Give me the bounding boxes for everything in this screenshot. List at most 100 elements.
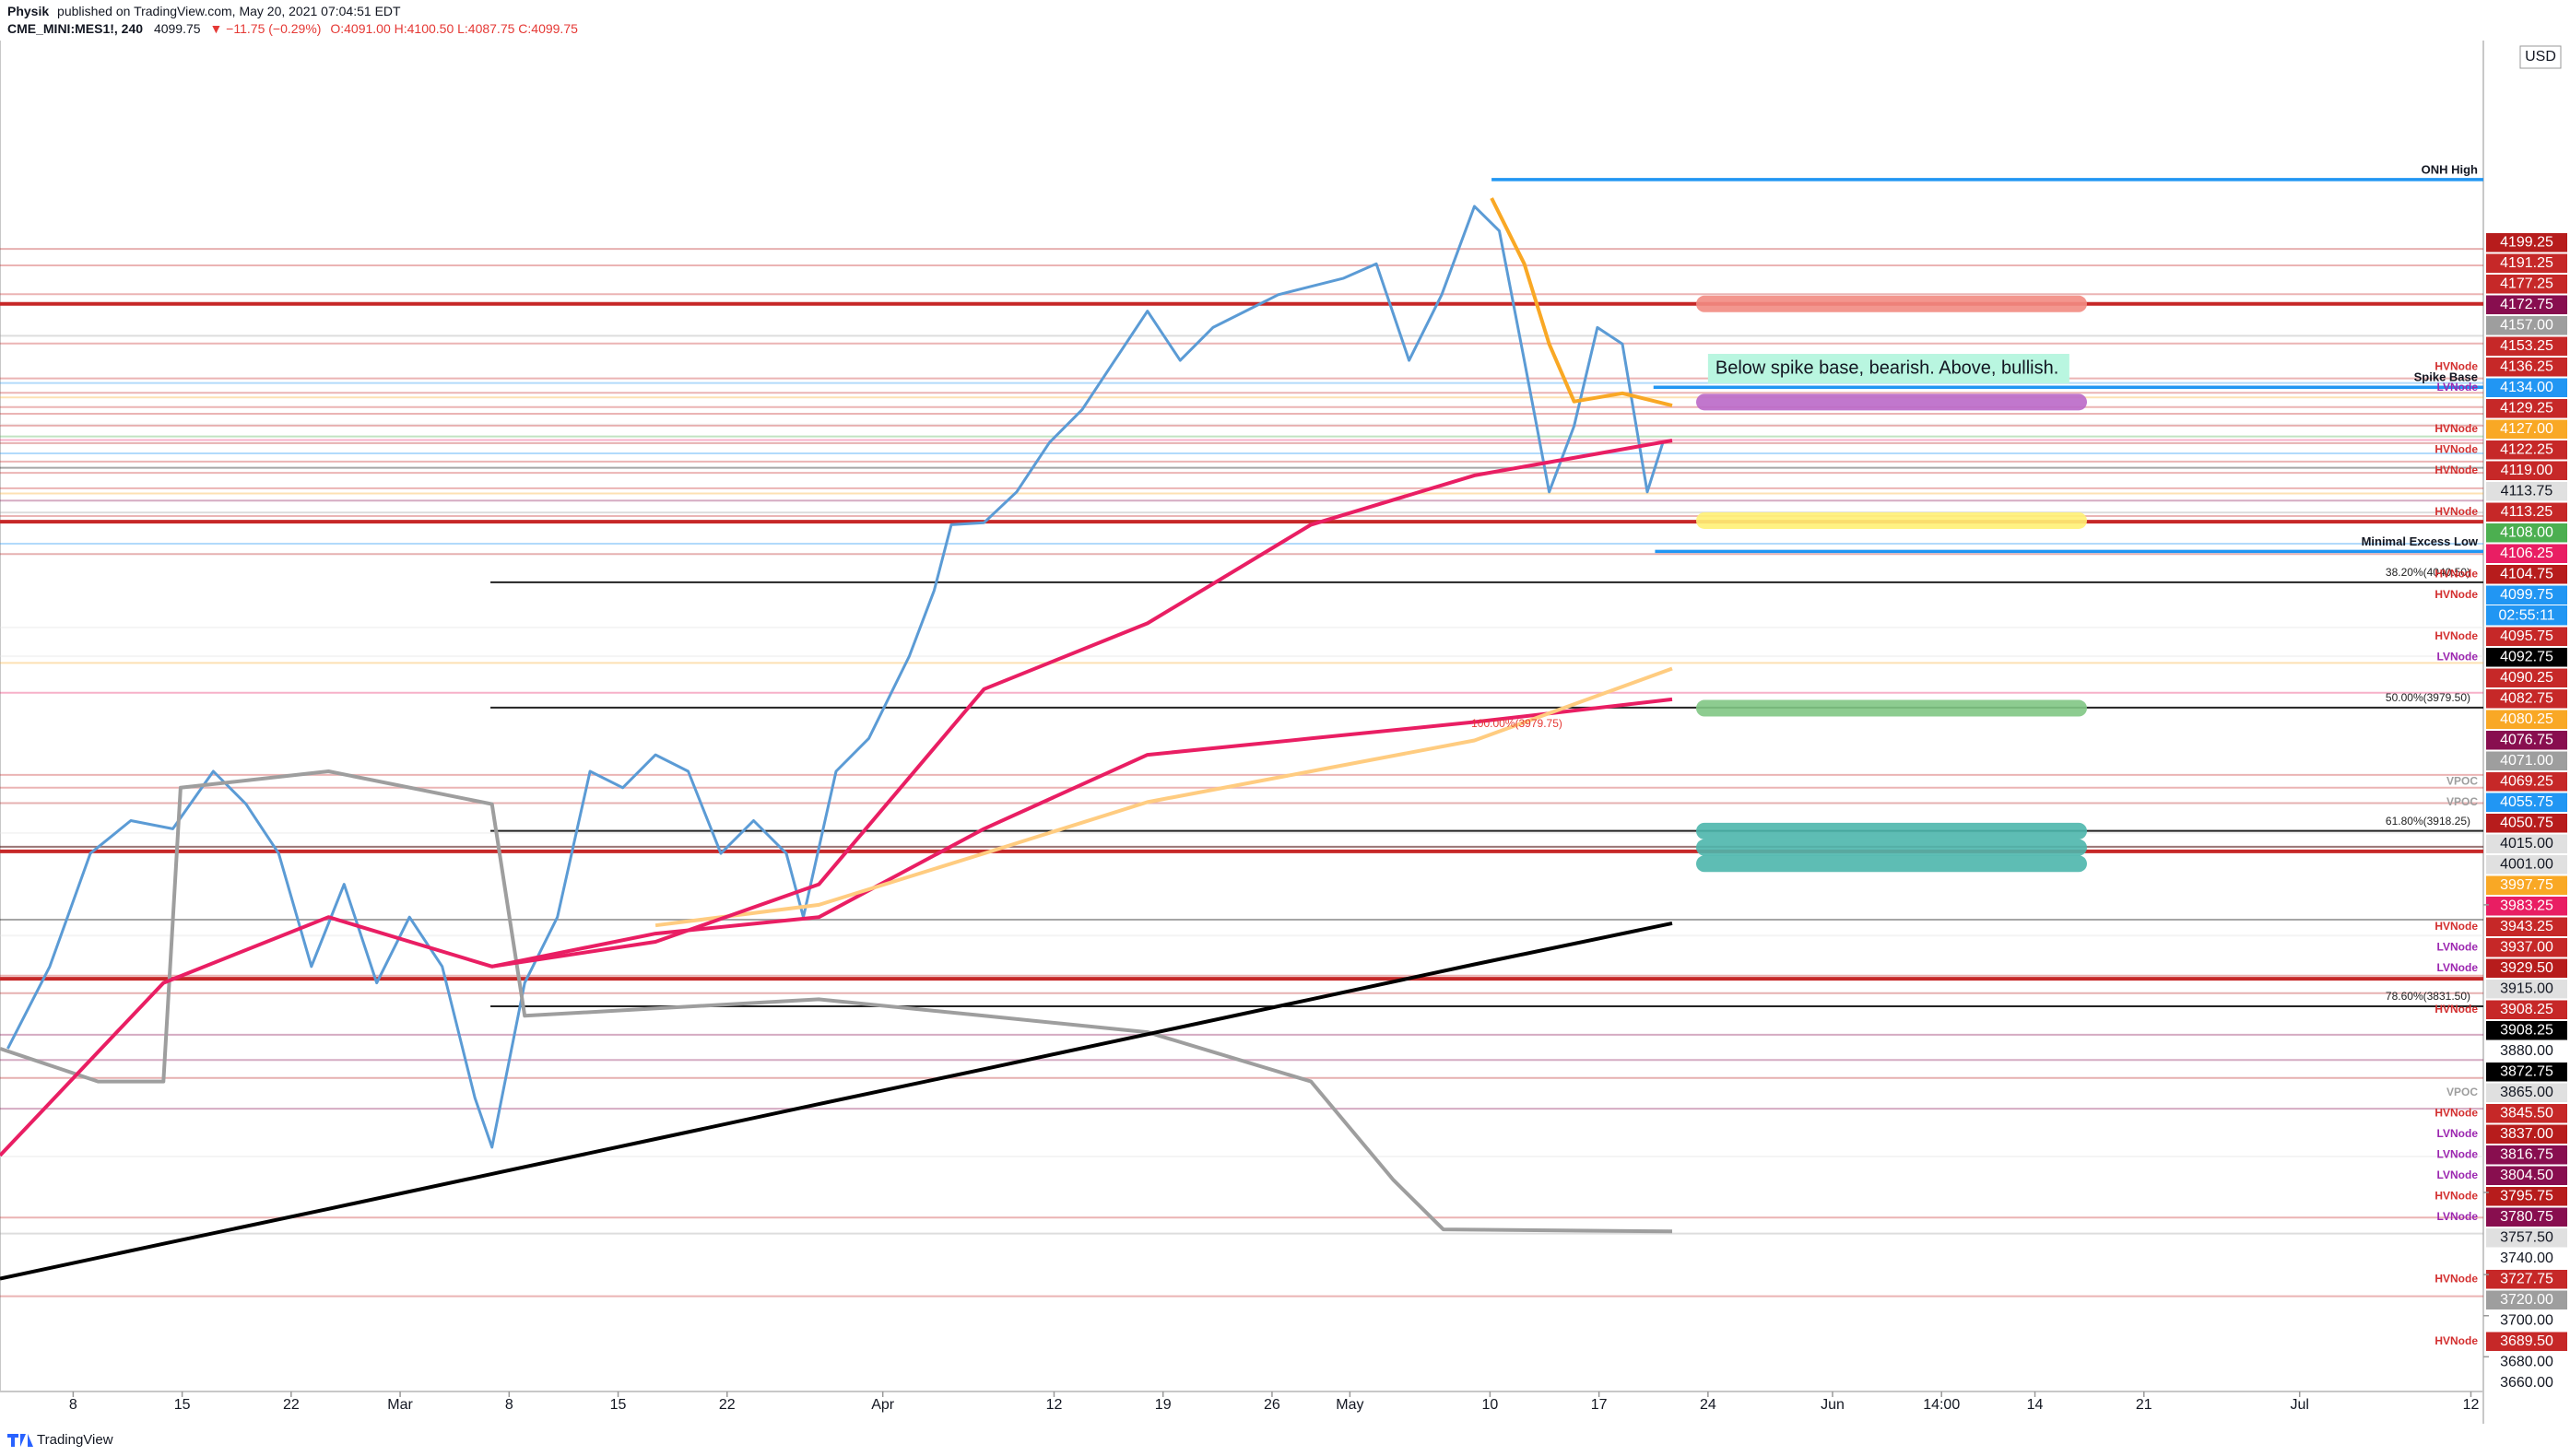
x-tick-label: 8: [505, 1397, 513, 1413]
price-tag: [2486, 482, 2567, 501]
price-tag: [2486, 1290, 2567, 1309]
node-label: LVNode: [2437, 1210, 2479, 1223]
header-line: Physik published on TradingView.com, May…: [7, 4, 401, 18]
price-tag-label: 4069.25: [2500, 773, 2553, 789]
y-tick-label: 3660.00: [2500, 1375, 2553, 1391]
price-tag-label: 3915.00: [2500, 980, 2553, 996]
price-tag: [2486, 378, 2567, 397]
y-tick-label: 3680.00: [2500, 1354, 2553, 1369]
symbol: CME_MINI:MES1!, 240: [7, 21, 143, 36]
price-tag: [2486, 1000, 2567, 1019]
node-label: HVNode: [2434, 1106, 2478, 1119]
node-label: HVNode: [2434, 588, 2478, 601]
price-tag: [2486, 875, 2567, 895]
currency-box: [2519, 45, 2562, 69]
price-tag: [2486, 1124, 2567, 1144]
price-tag-label: 4071.00: [2500, 753, 2553, 769]
price-tag: [2486, 358, 2567, 377]
price-tag: [2486, 502, 2567, 522]
x-tick-label: 8: [69, 1397, 77, 1413]
price-tag-label: 3689.50: [2500, 1333, 2553, 1349]
note-text: Below spike base, bearish. Above, bullis…: [1715, 358, 2058, 378]
change: ▼ −11.75 (−0.29%): [209, 21, 321, 36]
price-tag: [2486, 668, 2567, 687]
price-tag: [2486, 1332, 2567, 1351]
price-tag: [2486, 1063, 2567, 1082]
price-tag: [2486, 917, 2567, 936]
node-label: LVNode: [2437, 1127, 2479, 1140]
x-tick-label: 15: [174, 1397, 191, 1413]
zone: [1696, 511, 2087, 529]
price-tag-label: 4095.75: [2500, 628, 2553, 644]
price-tag: [2486, 253, 2567, 273]
x-tick-label: Jun: [1821, 1397, 1845, 1413]
price-tag: [2486, 523, 2567, 543]
zone: [1696, 855, 2087, 873]
zone: [1696, 393, 2087, 411]
price-tag: [2486, 440, 2567, 460]
node-label: LVNode: [2437, 650, 2479, 663]
price-tag-label: 3865.00: [2500, 1085, 2553, 1100]
price-tag: [2486, 233, 2567, 252]
node-label: HVNode: [2434, 1334, 2478, 1347]
node-label: HVNode: [2434, 920, 2478, 933]
price-tag: [2486, 1228, 2567, 1248]
price-tag-label: 3872.75: [2500, 1063, 2553, 1079]
x-tick-label: Mar: [387, 1397, 413, 1413]
price-tag-label: 4090.25: [2500, 670, 2553, 686]
x-tick-label: 22: [283, 1397, 300, 1413]
ray-label: ONH High: [2422, 162, 2478, 176]
series-line: [1490, 197, 1673, 408]
price-tag: [2486, 544, 2567, 563]
series-line: [6, 205, 1665, 1149]
ray-label: Spike Base: [2414, 370, 2478, 384]
fib-label: 61.80%(3918.25): [2386, 815, 2470, 828]
price-tag-label: 3908.25: [2500, 1002, 2553, 1017]
node-label: HVNode: [2434, 442, 2478, 455]
price-tag-label: 4113.25: [2501, 504, 2553, 520]
currency: USD: [2525, 49, 2556, 65]
node-label: LVNode: [2437, 961, 2479, 974]
zone: [1696, 295, 2087, 312]
node-label: LVNode: [2437, 1168, 2479, 1181]
price-tag: [2486, 897, 2567, 916]
node-label: LVNode: [2437, 940, 2479, 953]
y-tick-label: 3700.00: [2500, 1312, 2553, 1328]
node-label: HVNode: [2434, 567, 2478, 580]
countdown-label: 02:55:11: [2498, 607, 2554, 623]
node-label: HVNode: [2434, 1272, 2478, 1285]
price-tag-label: 4082.75: [2500, 690, 2553, 706]
node-label: HVNode: [2434, 359, 2478, 372]
ohlc: O:4091.00 H:4100.50 L:4087.75 C:4099.75: [330, 21, 578, 36]
price-tag: [2486, 1207, 2567, 1227]
ray-label: Minimal Excess Low: [2362, 534, 2479, 548]
price-tag: [2486, 1145, 2567, 1165]
node-label: VPOC: [2446, 795, 2478, 808]
price-tag: [2486, 295, 2567, 314]
publisher: Physik: [7, 4, 49, 18]
price-tag-label: 3937.00: [2500, 939, 2553, 955]
x-tick-label: 10: [1482, 1397, 1499, 1413]
price-tag-label: 4104.75: [2500, 566, 2553, 581]
price-tag-label: 4134.00: [2500, 380, 2553, 395]
node-label: LVNode: [2437, 381, 2479, 393]
price-tag: [2486, 980, 2567, 999]
price-tag: [2486, 316, 2567, 335]
price-tag-label: 4157.00: [2500, 317, 2553, 333]
x-tick-label: 12: [1046, 1397, 1063, 1413]
symbol-line: CME_MINI:MES1!, 240 4099.75 ▼ −11.75 (−0…: [7, 21, 578, 36]
node-label: VPOC: [2446, 774, 2478, 787]
zone: [1696, 822, 2087, 840]
published: published on TradingView.com, May 20, 20…: [57, 4, 401, 18]
series-line: [491, 439, 1673, 969]
node-label: LVNode: [2437, 1147, 2479, 1160]
price-tag-label: 4113.75: [2501, 483, 2553, 499]
header: Physik published on TradingView.com, May…: [7, 4, 578, 36]
price-tag: [2486, 399, 2567, 418]
price-tag: [2486, 751, 2567, 770]
price-tag-label: 3997.75: [2500, 877, 2553, 893]
node-label: HVNode: [2434, 629, 2478, 642]
x-tick-label: 12: [2463, 1397, 2480, 1413]
price-tag-label: 3780.75: [2500, 1209, 2553, 1225]
